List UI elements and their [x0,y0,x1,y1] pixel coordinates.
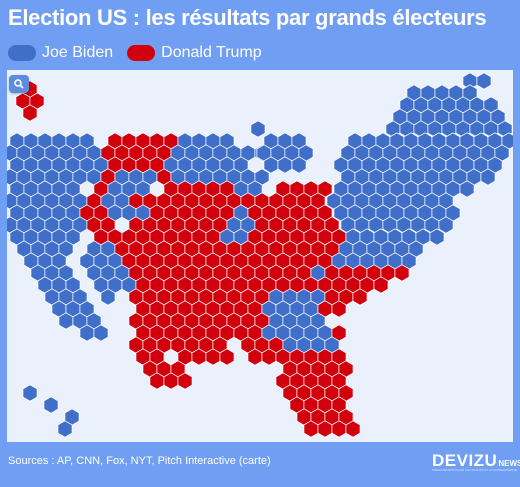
elector-hex-trump [303,420,319,438]
sources-footer: Sources : AP, CNN, Fox, NYT, Pitch Inter… [8,455,271,467]
brand-logo[interactable]: DEVIZUNEWS VISUALISATION POUR L'ACTUALIT… [432,451,520,472]
elector-hex-trump [205,348,221,366]
page-title: Election US : les résultats par grands é… [8,5,487,30]
legend-swatch-trump [127,45,156,61]
elector-hex-biden [43,396,59,414]
zoom-button[interactable] [9,75,29,93]
elector-hex-biden [277,156,293,174]
elector-hex-biden [250,120,266,138]
elector-hex-trump [163,372,179,390]
elector-hex-biden [476,72,492,90]
elector-hex-trump [191,348,207,366]
legend-label-biden: Joe Biden [42,44,114,61]
legend-swatch-biden [8,45,36,61]
elector-hex-biden [291,156,307,174]
elector-hex-trump [247,348,263,366]
elector-hex-trump [261,348,277,366]
legend: Joe Biden Donald Trump [8,44,276,62]
elector-hex-biden [58,312,74,330]
elector-hex-trump [345,420,361,438]
brand-name: DEVIZU [432,451,498,470]
elector-hex-trump [394,264,410,282]
elector-hex-trump [352,288,368,306]
elector-hex-trump [219,348,235,366]
elector-hex-biden [429,228,445,246]
legend-item-trump: Donald Trump [127,44,262,62]
elector-hex-trump [22,104,38,122]
hex-electoral-map [7,72,513,438]
elector-hex-biden [480,168,496,186]
elector-hex-trump [177,372,193,390]
elector-hex-biden [79,324,95,342]
elector-hex-biden [57,420,73,438]
elector-hex-trump [317,420,333,438]
brand-tagline: VISUALISATION POUR L'ACTUALITÉ ET LA CON… [432,468,518,472]
elector-hex-trump [149,372,165,390]
elector-hex-biden [100,288,116,306]
elector-hex-trump [373,276,389,294]
legend-label-trump: Donald Trump [161,44,262,61]
elector-hex-biden [459,180,475,198]
elector-hex-trump [331,300,347,318]
elector-hex-biden [22,384,38,402]
legend-item-biden: Joe Biden [8,44,113,62]
magnifier-icon [14,79,24,89]
elector-hex-biden [93,324,109,342]
elector-hex-trump [331,420,347,438]
brand-suffix: NEWS [498,459,520,468]
elector-hex-biden [438,216,454,234]
